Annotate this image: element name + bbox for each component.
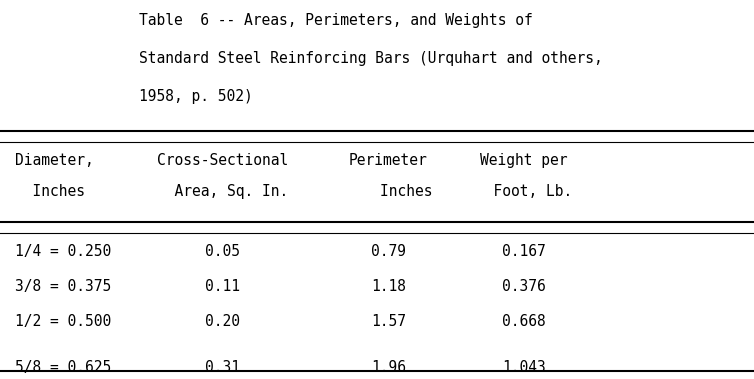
Text: 0.31: 0.31 [205, 360, 240, 376]
Text: Weight per: Weight per [480, 153, 568, 169]
Text: Diameter,: Diameter, [15, 153, 93, 169]
Text: Inches: Inches [345, 184, 432, 199]
Text: 5/8 = 0.625: 5/8 = 0.625 [15, 360, 112, 376]
Text: 0.668: 0.668 [502, 314, 546, 329]
Text: Perimeter: Perimeter [349, 153, 428, 169]
Text: 0.376: 0.376 [502, 279, 546, 294]
Text: Table  6 -- Areas, Perimeters, and Weights of: Table 6 -- Areas, Perimeters, and Weight… [139, 13, 533, 28]
Text: 1.57: 1.57 [371, 314, 406, 329]
Text: 0.20: 0.20 [205, 314, 240, 329]
Text: Cross-Sectional: Cross-Sectional [157, 153, 288, 169]
Text: 1.043: 1.043 [502, 360, 546, 376]
Text: Area, Sq. In.: Area, Sq. In. [157, 184, 288, 199]
Text: 0.11: 0.11 [205, 279, 240, 294]
Text: 1/2 = 0.500: 1/2 = 0.500 [15, 314, 112, 329]
Text: 3/8 = 0.375: 3/8 = 0.375 [15, 279, 112, 294]
Text: Standard Steel Reinforcing Bars (Urquhart and others,: Standard Steel Reinforcing Bars (Urquhar… [139, 51, 603, 66]
Text: 0.79: 0.79 [371, 244, 406, 260]
Text: 0.05: 0.05 [205, 244, 240, 260]
Text: Inches: Inches [15, 184, 85, 199]
Text: 1.96: 1.96 [371, 360, 406, 376]
Text: Foot, Lb.: Foot, Lb. [476, 184, 572, 199]
Text: 0.167: 0.167 [502, 244, 546, 260]
Text: 1/4 = 0.250: 1/4 = 0.250 [15, 244, 112, 260]
Text: 1958, p. 502): 1958, p. 502) [139, 89, 253, 104]
Text: 1.18: 1.18 [371, 279, 406, 294]
